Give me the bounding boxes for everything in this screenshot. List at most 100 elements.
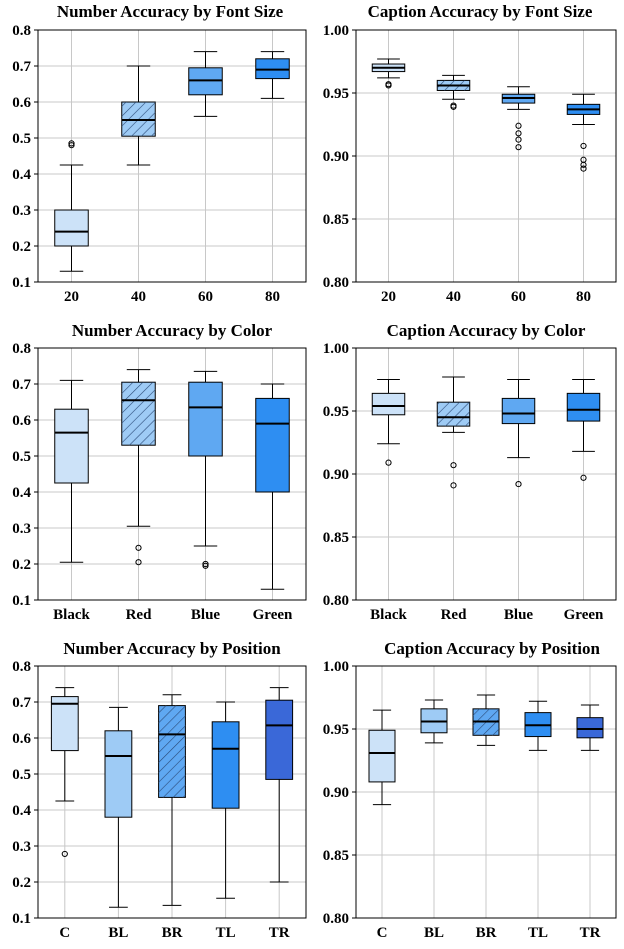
y-tick-label: 0.90 [323,149,349,165]
chart-title: Number Accuracy by Position [63,639,281,658]
x-tick-label: BR [476,925,497,941]
box-iqr [211,721,240,809]
box-hatch [158,705,186,798]
x-tick-label: TR [580,925,601,941]
chart-title: Number Accuracy by Font Size [57,2,284,21]
y-tick-label: 0.3 [12,839,31,855]
box-tl [211,701,240,899]
y-tick-label: 0.6 [12,413,31,429]
y-tick-label: 0.4 [12,803,31,819]
outlier-point [135,544,142,551]
y-tick-label: 1.00 [323,23,349,39]
outlier-point [580,161,587,168]
box-20 [371,58,406,89]
y-tick-label: 0.4 [12,167,31,183]
chart-caption-by-position: Caption Accuracy by Position 0.80 0.85 0.9… [323,639,617,941]
y-tick-label: 0.2 [12,557,31,573]
y-tick-label: 0.1 [12,275,31,291]
y-tick-label: 0.8 [12,23,31,39]
y-tick-label: 0.85 [323,212,349,228]
outlier-point [515,144,522,151]
outlier-point [61,850,68,858]
x-tick-label: 40 [446,289,461,305]
chart-title: Caption Accuracy by Font Size [368,2,593,21]
outlier-point [135,559,142,566]
y-axis-ticks: 0.1 0.2 0.3 0.4 0.5 0.6 0.7 0.8 [12,341,38,609]
x-tick-label: TL [216,925,236,941]
outlier-point [580,142,587,150]
box-60 [188,51,223,117]
y-axis-ticks: 0.80 0.85 0.90 0.95 1.00 [323,341,356,609]
box-iqr [265,699,294,780]
x-tick-label: C [377,925,388,941]
y-tick-label: 0.2 [12,239,31,255]
box-tr [265,687,294,883]
y-tick-label: 0.2 [12,875,31,891]
x-tick-label: Blue [504,607,534,623]
plot-area: 0.80 0.85 0.90 0.95 1.00 20 40 60 80 [323,23,617,305]
y-tick-label: 0.80 [323,275,349,291]
plot-area: 0.80 0.85 0.90 0.95 1.00 Black Red Blue Green [323,341,617,623]
outlier-point [515,136,522,143]
plot-area: 0.1 0.2 0.3 0.4 0.5 0.6 0.7 0.8 20 40 60 80 [12,23,307,305]
y-axis-ticks: 0.80 0.85 0.90 0.95 1.00 [323,23,356,291]
outlier-point [515,122,522,129]
x-tick-label: 60 [198,289,213,305]
y-tick-label: 0.1 [12,593,31,609]
grid [356,348,616,600]
y-tick-label: 0.3 [12,203,31,219]
box-20 [54,140,89,272]
y-tick-label: 0.80 [323,911,349,927]
box-80 [566,93,601,172]
plot-area: 0.80 0.85 0.90 0.95 1.00 C BL BR TL TR [323,659,617,941]
plot-area: 0.1 0.2 0.3 0.4 0.5 0.6 0.7 0.8 C BL BR TL TR [12,659,307,941]
box-iqr [50,696,79,752]
x-tick-label: Green [253,607,293,623]
box-iqr [576,717,604,739]
box-c [368,709,396,806]
y-tick-label: 0.85 [323,848,349,864]
y-tick-label: 0.90 [323,467,349,483]
x-tick-label: 20 [381,289,396,305]
y-axis-ticks: 0.80 0.85 0.90 0.95 1.00 [323,659,356,927]
box-black [54,379,89,563]
x-tick-label: TR [269,925,290,941]
box-hatch [437,402,470,427]
box-iqr [368,729,396,783]
y-tick-label: 0.8 [12,659,31,675]
y-tick-label: 1.00 [323,341,349,357]
box-blue [188,370,223,569]
y-tick-label: 0.95 [323,722,349,738]
outlier-point [450,482,457,489]
x-tick-label: Black [370,607,407,623]
plot-area: 0.1 0.2 0.3 0.4 0.5 0.6 0.7 0.8 Black Red Blue Gree… [12,341,307,623]
outlier-point [68,142,75,149]
chart-number-by-font-size: Number Accuracy by Font Size 0.1 0.2 0.3 0.… [12,2,307,305]
box-c [50,687,79,858]
box-bl [420,699,448,744]
box-red [436,376,471,489]
plot-frame [355,665,617,919]
x-tick-label: 60 [511,289,526,305]
y-tick-label: 0.6 [12,731,31,747]
chart-number-by-position: Number Accuracy by Position 0.1 0.2 0.3 0.4… [12,639,307,941]
outlier-point [450,462,457,469]
x-tick-label: 20 [64,289,79,305]
x-tick-label: Red [441,607,467,623]
y-tick-label: 0.5 [12,131,31,147]
outlier-point [450,103,457,110]
y-tick-label: 0.80 [323,593,349,609]
y-tick-label: 0.90 [323,785,349,801]
x-tick-label: Blue [191,607,221,623]
box-iqr [371,392,406,416]
box-iqr [188,381,223,457]
x-tick-label: TL [528,925,548,941]
box-iqr [255,397,290,493]
box-iqr [501,397,536,425]
y-tick-label: 0.1 [12,911,31,927]
y-tick-label: 0.7 [12,695,31,711]
chart-title: Number Accuracy by Color [72,321,273,340]
box-tr [576,704,604,751]
chart-title: Caption Accuracy by Position [384,639,600,658]
y-tick-label: 0.5 [12,449,31,465]
